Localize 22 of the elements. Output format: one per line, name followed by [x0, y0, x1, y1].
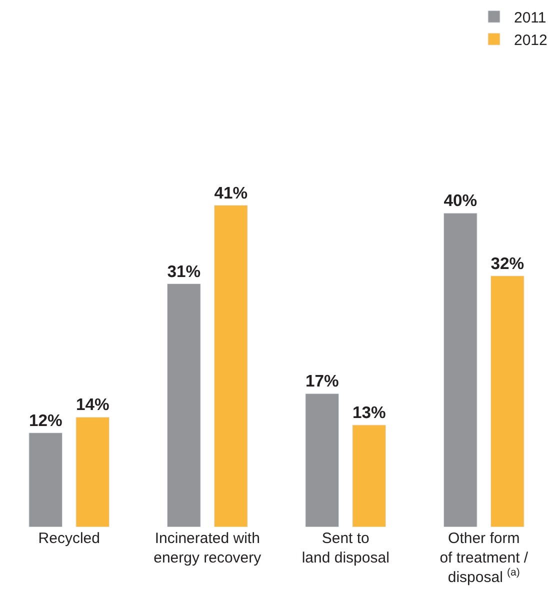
bar [214, 204, 248, 527]
data-label: 14% [76, 395, 110, 414]
data-label: 17% [305, 372, 339, 391]
bar [305, 393, 340, 527]
legend-label: 2012 [514, 32, 548, 49]
data-label: 32% [490, 254, 524, 273]
bar [443, 212, 478, 527]
bar [166, 283, 201, 527]
legend-label: 2011 [514, 9, 546, 26]
bar [28, 432, 63, 527]
data-label: 41% [214, 183, 248, 202]
x-tick-label: Incinerated with energy recovery [154, 530, 262, 566]
data-label: 40% [444, 191, 478, 210]
data-label: 13% [352, 403, 386, 422]
bar [490, 276, 524, 527]
data-label: 31% [167, 262, 201, 281]
bar [76, 416, 110, 527]
data-label: 12% [28, 410, 62, 430]
x-tick-label: Other form of treatment / disposal $^{(a)}$ [440, 530, 529, 586]
bar [352, 424, 386, 527]
x-tick-label: Sent to land disposal [302, 530, 390, 566]
x-tick-label: Recycled [38, 530, 100, 547]
